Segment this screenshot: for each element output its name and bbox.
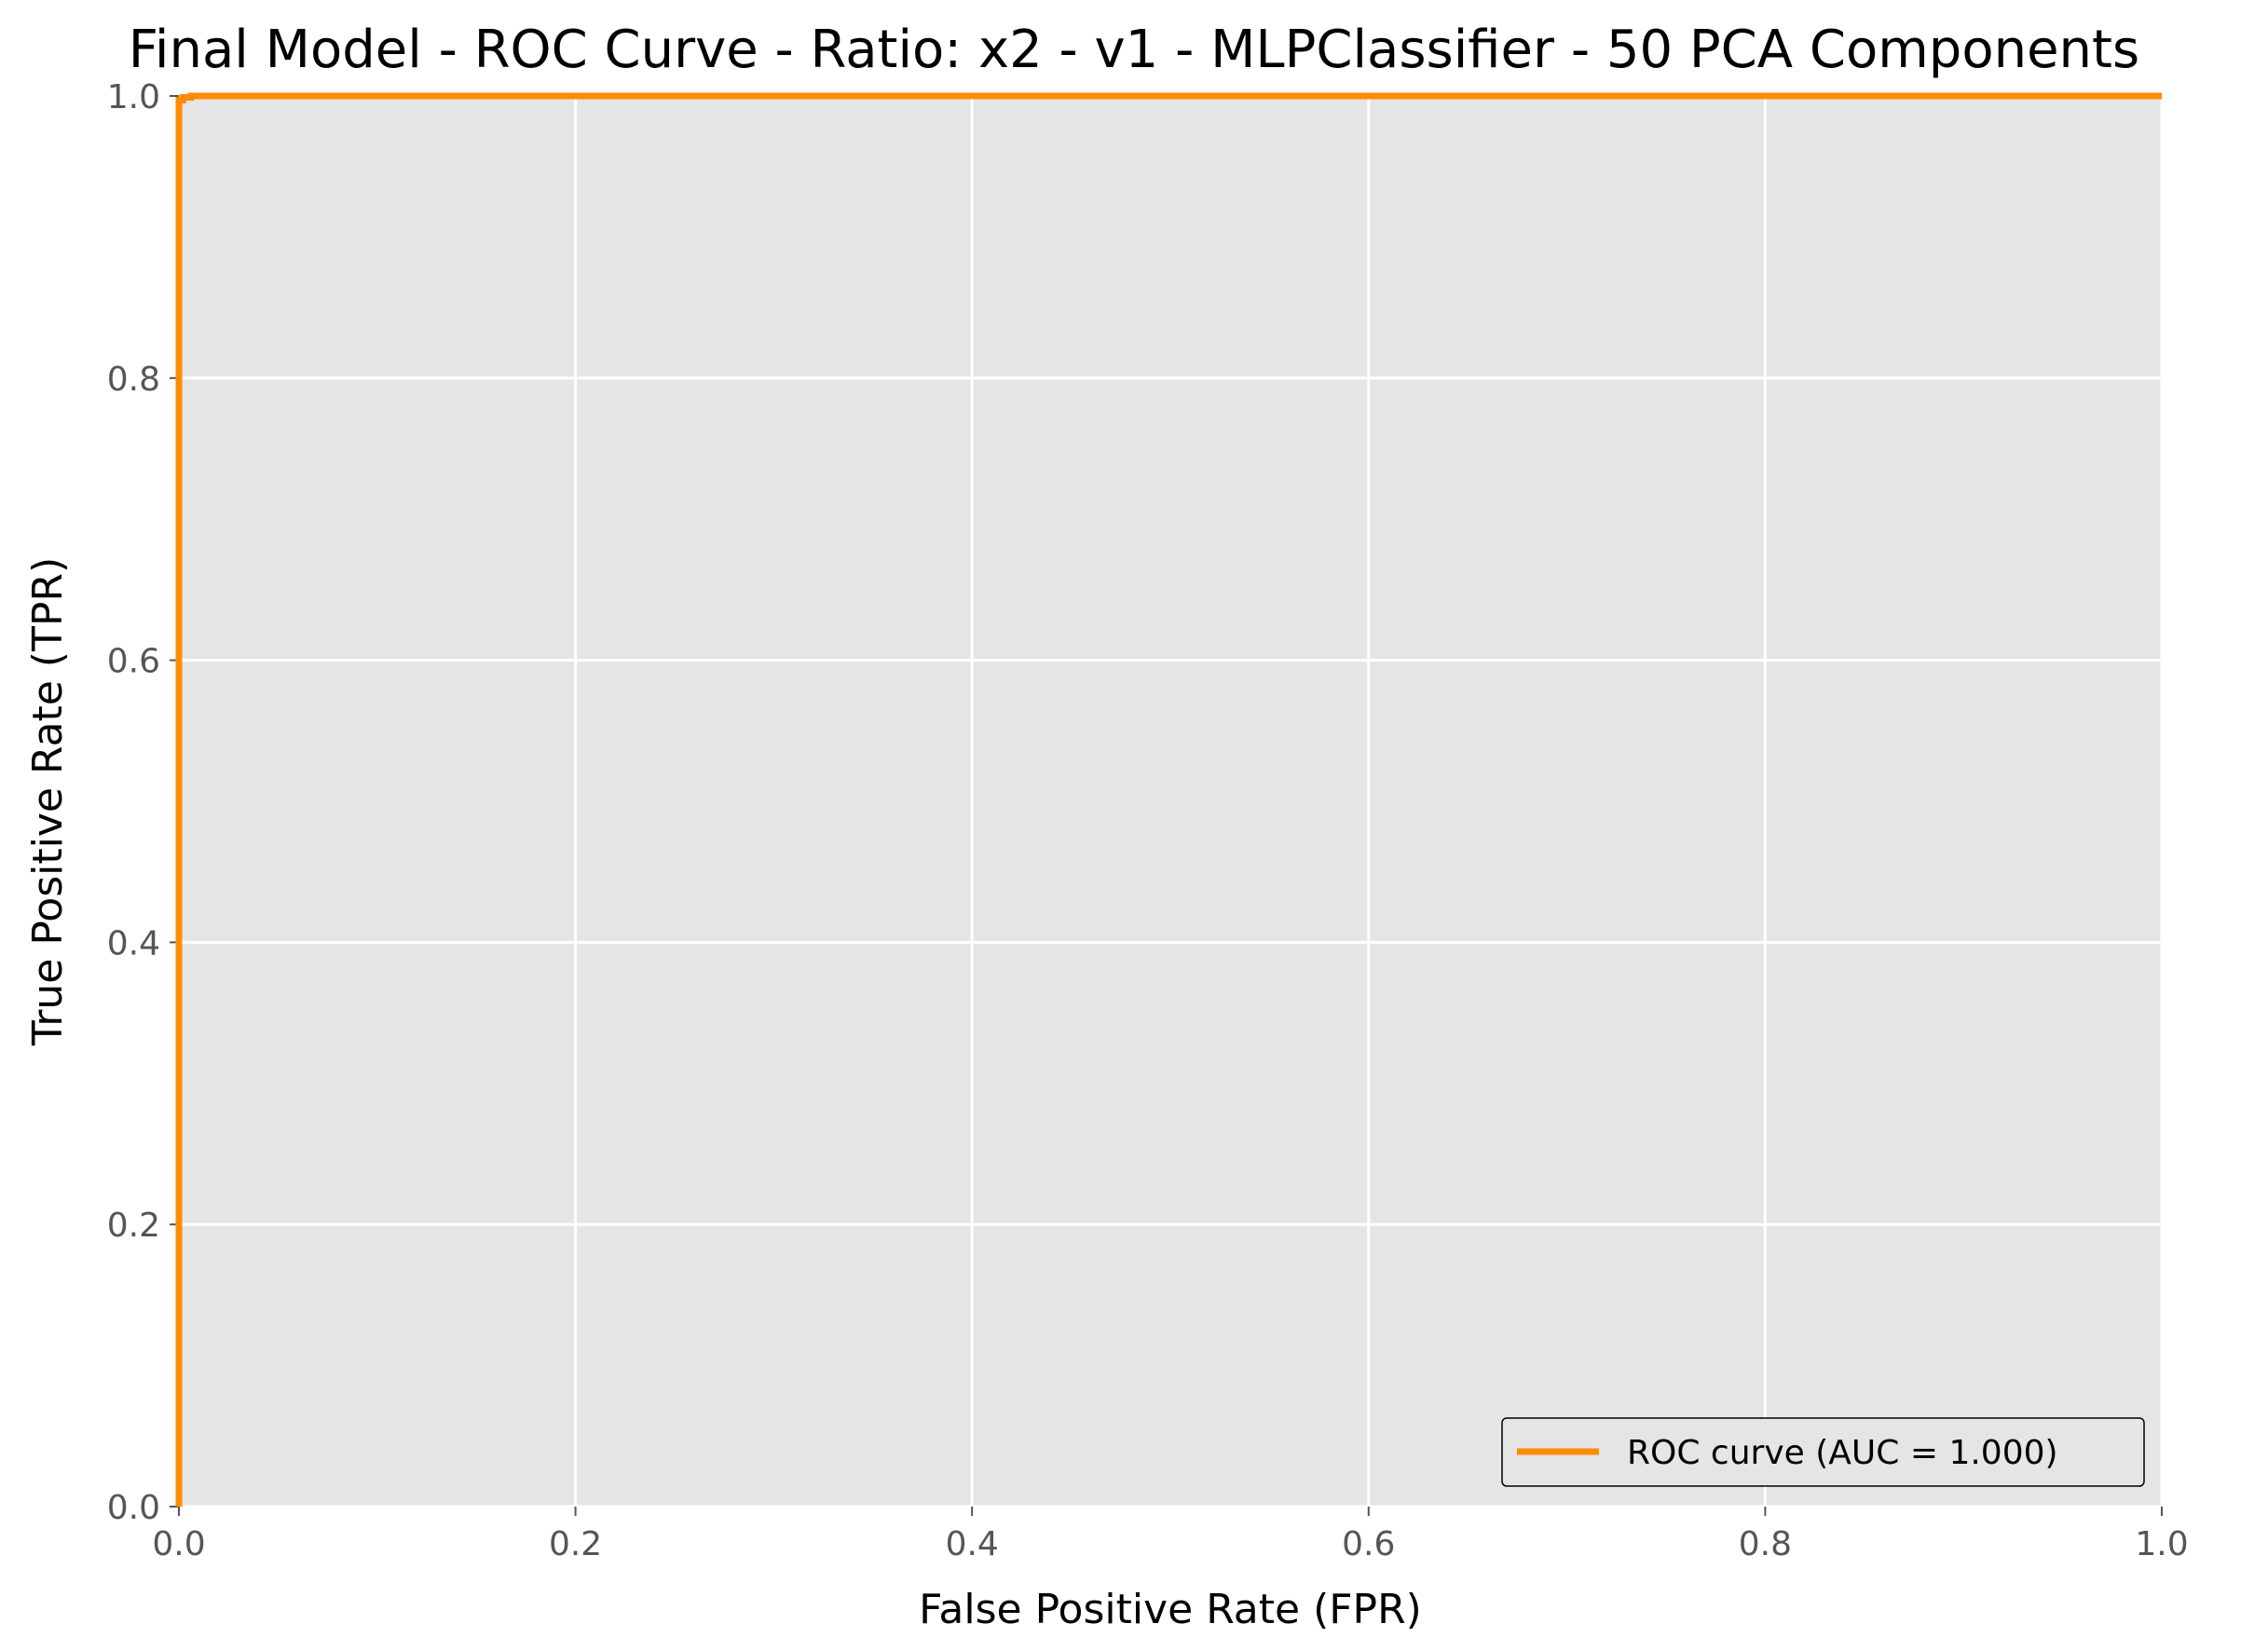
x-tick-label: 0.4 bbox=[946, 1525, 999, 1563]
y-tick-label: 0.0 bbox=[107, 1489, 160, 1527]
x-axis-label: False Positive Rate (FPR) bbox=[919, 1586, 1422, 1633]
x-tick-label: 0.0 bbox=[152, 1525, 205, 1563]
axis-ticks: 0.0 0.2 0.4 0.6 0.8 1.0 0.0 0.2 0.4 0.6 0.8 1.0 bbox=[107, 78, 2189, 1563]
legend-label: ROC curve (AUC = 1.000) bbox=[1627, 1434, 2058, 1472]
y-tick-label: 0.6 bbox=[107, 643, 160, 681]
y-tick-label: 1.0 bbox=[107, 78, 160, 116]
x-tick-label: 0.6 bbox=[1342, 1525, 1395, 1563]
series-layer bbox=[175, 92, 2162, 1507]
legend: ROC curve (AUC = 1.000) bbox=[1501, 1417, 2145, 1487]
roc-curve-line bbox=[175, 92, 2162, 1507]
plot-area bbox=[179, 96, 2162, 1507]
x-tick-label: 0.2 bbox=[549, 1525, 602, 1563]
chart-title: Final Model - ROC Curve - Ratio: x2 - v1… bbox=[129, 20, 2139, 80]
x-tick-label: 0.8 bbox=[1739, 1525, 1792, 1563]
legend-box bbox=[1501, 1417, 2145, 1487]
y-axis-label: True Positive Rate (TPR) bbox=[24, 557, 72, 1046]
y-tick-label: 0.4 bbox=[107, 924, 160, 962]
y-tick-label: 0.2 bbox=[107, 1207, 160, 1245]
y-tick-label: 0.8 bbox=[107, 361, 160, 399]
x-tick-label: 1.0 bbox=[2135, 1525, 2188, 1563]
